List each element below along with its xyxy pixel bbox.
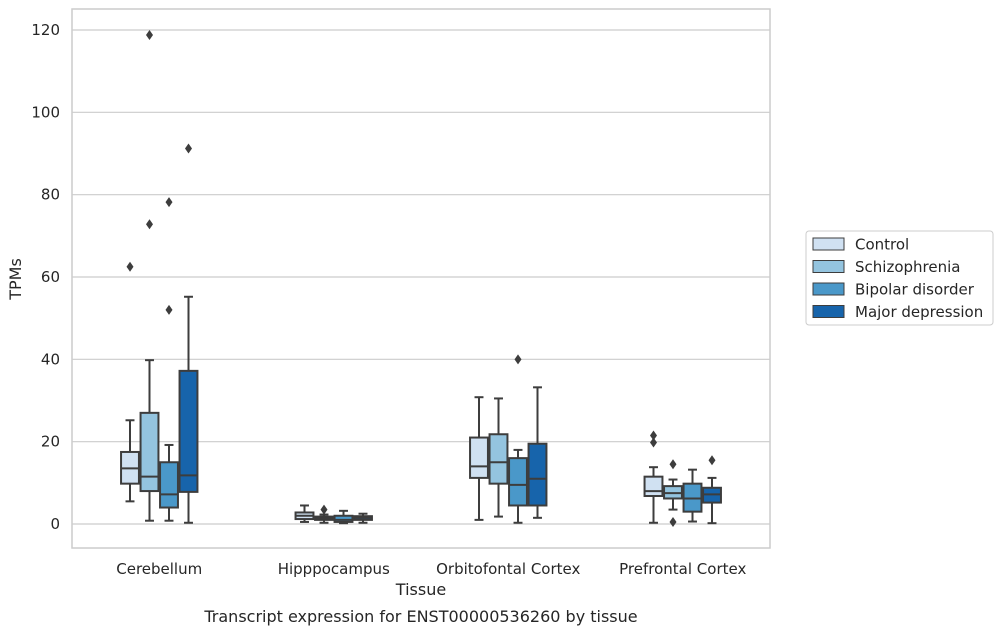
box-2-0 (159, 197, 179, 522)
outlier-point (165, 304, 173, 315)
box-2-3 (682, 468, 703, 523)
legend-swatch (812, 282, 845, 296)
legend-label: Major depression (855, 303, 983, 321)
y-tick-label: 80 (41, 186, 60, 204)
x-tick-label: Cerebellum (116, 560, 202, 578)
box-0-3 (643, 430, 664, 524)
y-tick-label: 60 (41, 268, 60, 286)
plot-frame (71, 8, 771, 549)
figure-caption: Transcript expression for ENST0000053626… (203, 607, 637, 626)
box-1-0 (139, 29, 160, 522)
outlier-point (320, 504, 328, 515)
outlier-point (165, 197, 173, 208)
x-tick-label: Prefrontal Cortex (619, 560, 746, 578)
box-1-3 (663, 459, 683, 527)
x-axis-title: Tissue (395, 580, 446, 599)
box-iqr (178, 369, 199, 493)
box-iqr (527, 442, 548, 507)
outlier-point (126, 261, 134, 272)
legend-label: Schizophrenia (855, 258, 960, 276)
y-tick-label: 20 (41, 433, 60, 451)
y-tick-label: 120 (31, 21, 60, 39)
outlier-point (650, 430, 657, 441)
legend-swatch (812, 237, 845, 251)
outlier-point (669, 516, 677, 527)
x-tick-label: Orbitofontal Cortex (436, 560, 580, 578)
y-tick-label: 100 (31, 103, 60, 121)
box-0-1 (294, 504, 315, 523)
legend-frame (805, 230, 994, 326)
box-3-3 (702, 455, 722, 525)
box-iqr (139, 411, 160, 493)
y-tick-labels: 0 20 40 60 80 100 120 (31, 21, 60, 533)
legend-swatch (812, 305, 845, 318)
legend-label: Bipolar disorder (855, 281, 975, 299)
box-0-2 (469, 396, 489, 521)
legend-swatch (812, 260, 845, 273)
legend: Control Schizophrenia Bipolar disorder Majo… (805, 230, 994, 326)
outlier-point (669, 459, 677, 470)
y-axis-title: TPMs (6, 258, 25, 301)
box-2-1 (333, 509, 354, 525)
outlier-point (185, 143, 192, 154)
box-iqr (159, 461, 179, 509)
box-3-1 (353, 512, 373, 524)
box-iqr (488, 433, 509, 485)
box-0-0 (120, 261, 140, 503)
y-tick-label: 40 (41, 350, 60, 368)
gridlines (72, 29, 770, 525)
boxes (120, 29, 722, 527)
outlier-point (146, 219, 153, 230)
outlier-point (514, 354, 522, 365)
box-1-1 (314, 504, 334, 524)
box-iqr (333, 514, 354, 523)
outlier-point (650, 437, 657, 448)
box-2-2 (508, 354, 528, 524)
legend-label: Control (855, 236, 909, 254)
x-tick-label: Hipppocampus (278, 560, 390, 578)
y-tick-label: 0 (50, 515, 60, 533)
outlier-point (146, 29, 153, 40)
box-3-2 (527, 386, 548, 519)
box-1-2 (488, 397, 509, 518)
outlier-point (708, 455, 716, 466)
x-tick-labels: Cerebellum Hipppocampus Orbitofontal Corte… (116, 560, 746, 578)
box-3-0 (178, 143, 199, 524)
box-iqr (643, 475, 664, 498)
box-iqr (508, 457, 528, 507)
box-iqr (469, 436, 489, 479)
